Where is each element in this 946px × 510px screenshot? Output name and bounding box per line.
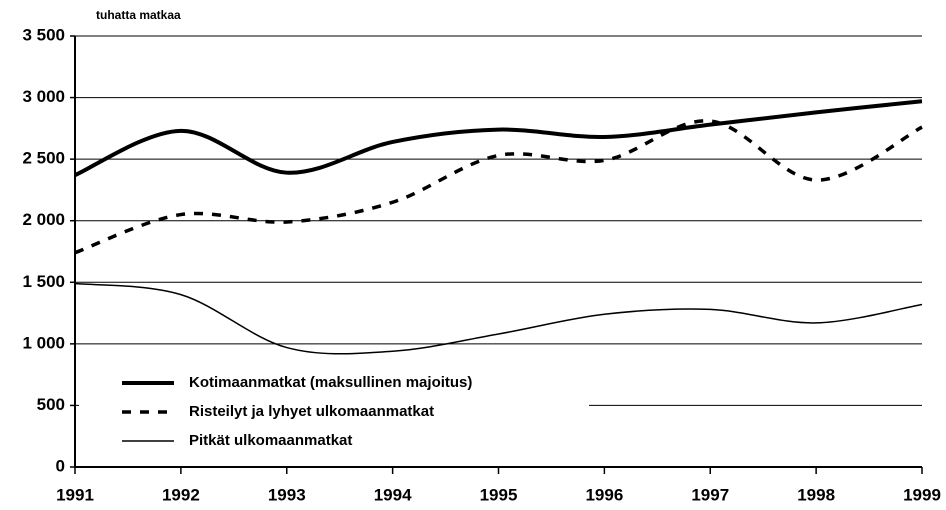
y-tick-label: 0 xyxy=(56,456,65,475)
y-tick-label: 3 500 xyxy=(22,25,65,44)
legend-label: Kotimaanmatkat (maksullinen majoitus) xyxy=(189,374,472,391)
series-line xyxy=(74,282,923,355)
x-tick-label: 1997 xyxy=(691,485,729,504)
x-tick-label: 1992 xyxy=(162,485,200,504)
y-tick-label: 3 000 xyxy=(22,87,65,106)
legend-label: Risteilyt ja lyhyet ulkomaanmatkat xyxy=(189,403,434,420)
x-tick-label: 1995 xyxy=(480,485,518,504)
y-tick-label: 500 xyxy=(37,395,65,414)
x-tick-label: 1996 xyxy=(585,485,623,504)
series-line xyxy=(74,119,923,255)
y-tick-label: 2 500 xyxy=(22,149,65,168)
y-tick-label: 1 500 xyxy=(22,272,65,291)
x-tick-label: 1994 xyxy=(374,485,412,504)
y-tick-label: 1 000 xyxy=(22,333,65,352)
series-line xyxy=(74,99,923,177)
legend-label: Pitkät ulkomaanmatkat xyxy=(189,432,352,449)
x-tick-label: 1991 xyxy=(56,485,94,504)
x-tick-label: 1999 xyxy=(903,485,941,504)
x-tick-label: 1993 xyxy=(268,485,306,504)
y-tick-label: 2 000 xyxy=(22,210,65,229)
y-axis-label: tuhatta matkaa xyxy=(96,8,181,22)
x-tick-label: 1998 xyxy=(797,485,835,504)
